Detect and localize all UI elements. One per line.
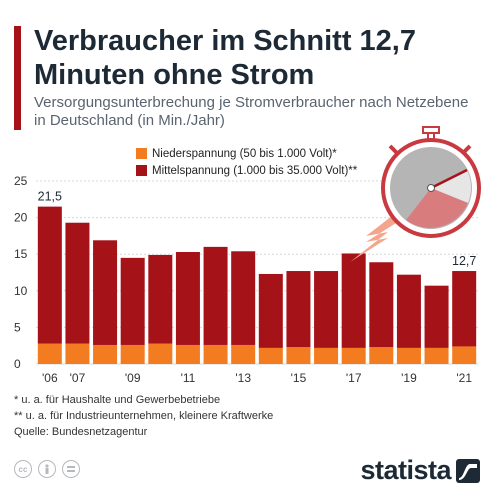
bar-mittelspannung [424,285,449,348]
x-tick-label: '21 [456,371,472,385]
bar-mittelspannung [148,254,173,344]
bar-niederspannung [286,347,311,364]
y-tick-label: 20 [14,211,28,225]
x-tick-label: '07 [70,371,86,385]
equals-icon[interactable] [62,460,80,478]
legend-swatch-niederspannung [136,148,147,159]
chart-subtitle: Versorgungsunterbrechung je Stromverbrau… [34,94,469,129]
bar-niederspannung [396,347,421,364]
x-tick-label: '15 [291,371,307,385]
bar-niederspannung [424,347,449,364]
y-tick-label: 0 [14,357,21,371]
bar-niederspannung [452,346,477,364]
x-tick-label: '09 [125,371,141,385]
x-tick-label: '06 [42,371,58,385]
person-icon[interactable] [38,460,56,478]
statista-logo-icon [456,458,480,483]
bar-mittelspannung [396,274,421,348]
bar-mittelspannung [120,257,145,345]
bar-mittelspannung [341,253,366,348]
stopwatch-icon [350,126,481,262]
bar-mittelspannung [37,206,62,344]
y-tick-label: 25 [14,174,28,188]
bar-niederspannung [341,347,366,364]
data-label: 21,5 [38,190,62,204]
bar-mittelspannung [65,222,90,344]
legend-label-niederspannung: Niederspannung (50 bis 1.000 Volt)* [152,147,337,160]
footnote-mittelspannung: ** u. a. für Industrieunternehmen, klein… [14,410,274,422]
y-tick-label: 10 [14,284,28,298]
bar-niederspannung [65,343,90,364]
bar-mittelspannung [175,252,200,345]
bar-niederspannung [93,344,118,364]
lightning-icon [350,213,404,262]
chart-title: Verbraucher im Schnitt 12,7 Minuten ohne… [34,25,416,91]
x-tick-label: '17 [346,371,362,385]
bar-niederspannung [148,343,173,364]
x-tick-label: '13 [235,371,251,385]
footnotes: * u. a. für Haushalte und Gewerbebetrieb… [14,392,273,440]
bar-niederspannung [314,347,339,364]
bar-mittelspannung [452,271,477,347]
bar-niederspannung [369,347,394,364]
data-label: 12,7 [452,254,476,268]
brand-name: statista [360,455,451,485]
bar-mittelspannung [231,251,256,345]
bar-mittelspannung [286,271,311,348]
y-tick-label: 5 [14,320,21,334]
bar-niederspannung [203,344,228,364]
bar-mittelspannung [258,273,283,348]
bar-niederspannung [231,344,256,364]
statista-brand[interactable]: statista [360,455,480,486]
bar-mittelspannung [314,271,339,348]
x-tick-label: '19 [401,371,417,385]
x-tick-label: '11 [181,371,196,385]
bar-niederspannung [37,343,62,364]
legend-item-mittelspannung: Mittelspannung (1.000 bis 35.000 Volt)** [136,162,357,179]
bar-mittelspannung [369,262,394,348]
bar-niederspannung [175,344,200,364]
license-icons: cc [14,460,80,478]
legend-swatch-mittelspannung [136,165,147,176]
legend-label-mittelspannung: Mittelspannung (1.000 bis 35.000 Volt)** [152,164,358,177]
bar-mittelspannung [203,246,228,345]
legend: Niederspannung (50 bis 1.000 Volt)* Mitt… [136,145,357,179]
cc-icon[interactable]: cc [14,460,32,478]
bar-niederspannung [258,347,283,364]
y-tick-label: 15 [14,247,28,261]
source-note: Quelle: Bundesnetzagentur [14,426,148,438]
footnote-niederspannung: * u. a. für Haushalte und Gewerbebetrieb… [14,394,221,406]
title-accent-bar [14,26,21,130]
bar-mittelspannung [93,240,118,345]
bar-niederspannung [120,344,145,364]
legend-item-niederspannung: Niederspannung (50 bis 1.000 Volt)* [136,145,357,162]
